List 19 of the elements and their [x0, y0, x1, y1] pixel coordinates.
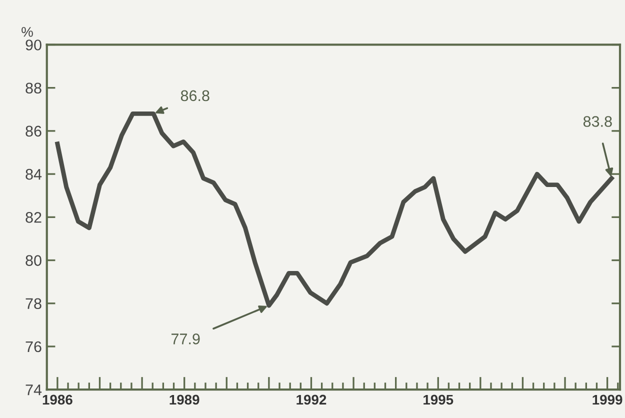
x-tick-label: 1989	[170, 394, 200, 405]
y-tick-label: 76	[26, 341, 42, 352]
line-series	[55, 111, 614, 308]
annotation: 86.8	[180, 90, 210, 102]
y-tick-label: 74	[26, 384, 42, 396]
y-tick-label: 90	[26, 40, 42, 50]
x-tick-label: 1986	[42, 394, 72, 405]
y-tick-label: 82	[26, 212, 42, 223]
x-tick-label: 1992	[296, 394, 326, 405]
y-tick-label: 84	[26, 168, 42, 180]
y-tick-label: 80	[26, 255, 42, 266]
x-tick-label: 1995	[424, 394, 454, 405]
y-tick-label: 78	[26, 298, 42, 310]
annotation: 83.8	[583, 116, 612, 127]
y-tick-label: 86	[26, 126, 42, 137]
y-axis-title: %	[22, 27, 33, 37]
x-tick-label: 1999	[592, 394, 622, 405]
y-tick-label: 88	[26, 82, 42, 94]
annotation: 77.9	[172, 334, 200, 344]
